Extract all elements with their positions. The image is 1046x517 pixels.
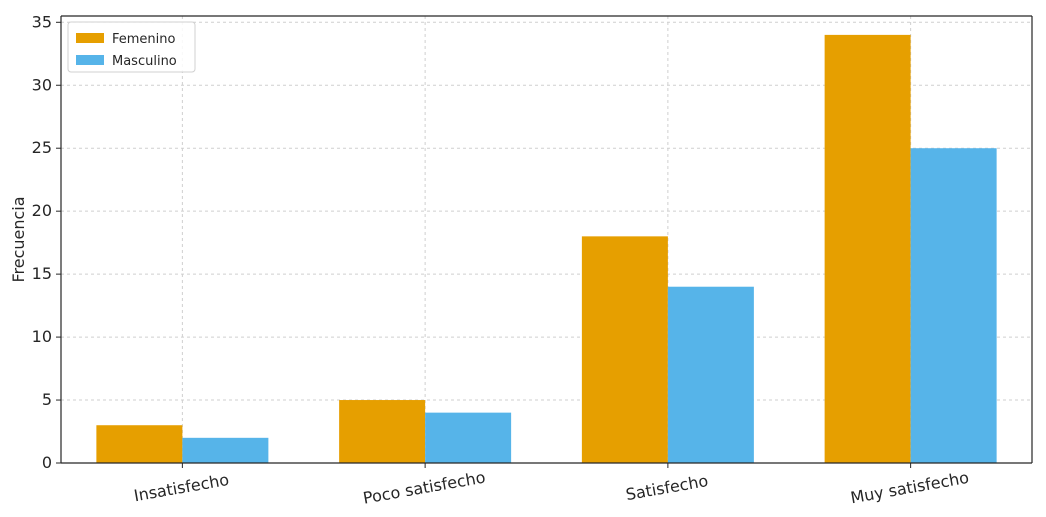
x-ticks-layer: Insatisfecho Poco satisfecho Satisfecho Muy… [132, 463, 970, 508]
bar-femenino-muy-satisfecho [824, 34, 911, 463]
y-tick-label: 5 [42, 390, 52, 409]
axes-layer [60, 15, 1033, 464]
y-tick-label: 15 [32, 264, 52, 283]
bar-masculino-satisfecho [667, 286, 754, 463]
bars-layer [96, 34, 997, 463]
bar-masculino-poco-satisfecho [425, 412, 512, 463]
y-axis-label: Frecuencia [9, 196, 28, 282]
x-tick-label: Poco satisfecho [361, 467, 486, 507]
legend-swatch [76, 33, 104, 43]
y-tick-label: 10 [32, 327, 52, 346]
bar-masculino-muy-satisfecho [910, 148, 997, 463]
bar-femenino-poco-satisfecho [339, 400, 426, 463]
y-ticks-layer: 0 5 10 15 20 25 30 35 [32, 12, 61, 472]
x-tick-label: Muy satisfecho [849, 468, 970, 508]
x-tick-label: Satisfecho [624, 471, 709, 504]
legend-items: Femenino Masculino [76, 32, 177, 69]
y-tick-label: 0 [42, 453, 52, 472]
legend-label: Masculino [112, 54, 177, 69]
y-tick-label: 35 [32, 12, 52, 31]
y-tick-label: 25 [32, 138, 52, 157]
y-tick-label: 30 [32, 75, 52, 94]
legend-swatch [76, 55, 104, 65]
bar-masculino-insatisfecho [182, 437, 269, 463]
y-tick-label: 20 [32, 201, 52, 220]
bar-femenino-insatisfecho [96, 425, 183, 463]
bar-femenino-satisfecho [581, 236, 668, 463]
legend-label: Femenino [112, 32, 176, 47]
x-tick-label: Insatisfecho [132, 470, 230, 505]
legend: Femenino Masculino [67, 21, 196, 73]
